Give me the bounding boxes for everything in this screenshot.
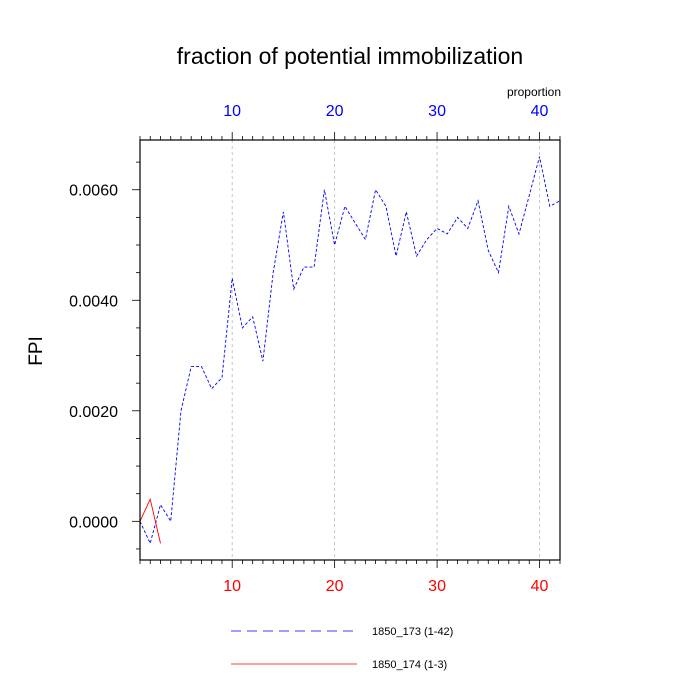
- legend-label: 1850_174 (1-3): [372, 659, 447, 671]
- top-axis-label: proportion: [507, 85, 561, 99]
- x-tick-label-bottom: 30: [428, 578, 446, 595]
- x-tick-label-top: 10: [223, 103, 241, 120]
- y-tick-label: 0.0020: [69, 404, 118, 421]
- legend: 1850_173 (1-42) 1850_174 (1-3): [231, 626, 453, 671]
- chart-title: fraction of potential immobilization: [177, 43, 523, 69]
- y-tick-label: 0.0060: [69, 183, 118, 200]
- x-tick-label-top: 40: [531, 103, 549, 120]
- y-tick-label: 0.0000: [69, 514, 118, 531]
- x-tick-label-bottom: 20: [326, 578, 344, 595]
- x-tick-label-top: 30: [428, 103, 446, 120]
- series-layer: [139, 156, 561, 545]
- axis-ticks: 10 10 20 20 30 30 40 40 0.0000 0.0020 0.0040 0.0060: [69, 103, 561, 595]
- y-axis-label: FPI: [26, 336, 47, 366]
- x-tick-label-bottom: 40: [531, 578, 549, 595]
- x-tick-label-bottom: 10: [223, 578, 241, 595]
- series-line: [139, 156, 561, 545]
- plot-frame: [139, 139, 561, 561]
- y-tick-label: 0.0040: [69, 293, 118, 310]
- grid-lines: [231, 140, 540, 560]
- series-line: [139, 497, 161, 544]
- x-tick-label-top: 20: [326, 103, 344, 120]
- legend-label: 1850_173 (1-42): [372, 626, 453, 638]
